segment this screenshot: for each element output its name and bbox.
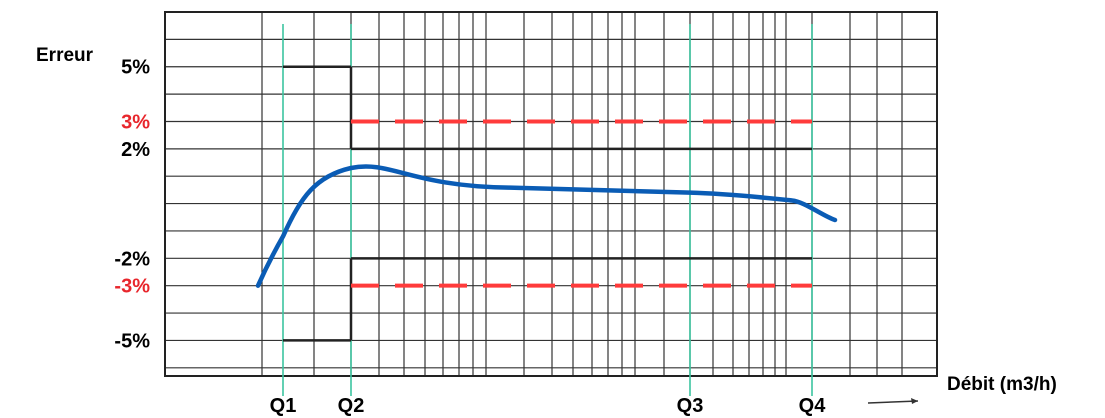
x-axis-title: Débit (m3/h)	[947, 374, 1057, 395]
plot-frame	[164, 11, 938, 377]
x-tick-label-q3: Q3	[677, 395, 704, 417]
error-limits	[283, 65, 812, 342]
x-axis-arrow	[867, 398, 919, 404]
y-tick-label: 5%	[121, 57, 150, 79]
y-axis-title: Erreur	[36, 45, 94, 66]
error-curve	[255, 164, 838, 288]
y-tick-label: -3%	[114, 276, 150, 298]
x-tick-label-q2: Q2	[338, 395, 365, 417]
y-tick-labels: 5% 3% 2% -2% -3% -5%	[114, 57, 150, 353]
horizontal-gridlines	[165, 38, 937, 369]
x-tick-label-q4: Q4	[799, 395, 827, 417]
y-tick-label: -2%	[114, 248, 150, 270]
x-tick-labels: Q1 Q2 Q3 Q4	[270, 395, 827, 417]
x-tick-label-q1: Q1	[270, 395, 297, 417]
y-tick-label: 2%	[121, 139, 150, 161]
y-tick-label: 3%	[121, 111, 150, 133]
y-tick-label: -5%	[114, 330, 150, 352]
